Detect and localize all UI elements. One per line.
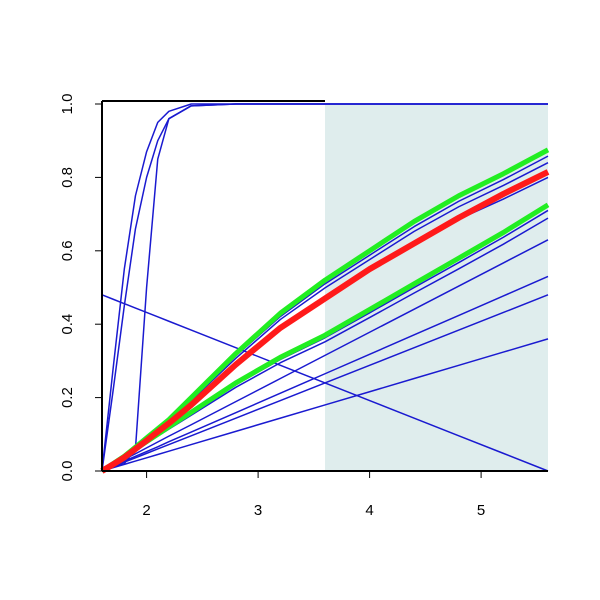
y-tick-label: 0.4 (59, 314, 76, 335)
line-series (100, 169, 550, 474)
y-tick-label: 0.6 (59, 240, 76, 261)
line-series (101, 294, 549, 472)
x-tick-label: 4 (365, 502, 373, 519)
y-tick-label: 0.2 (59, 387, 76, 408)
x-tick-label: 5 (477, 502, 485, 519)
y-tick-label: 1.0 (59, 94, 76, 115)
line-series (101, 275, 549, 472)
y-tick-label: 0.0 (59, 461, 76, 482)
line-series (101, 338, 549, 472)
y-tick-label: 0.8 (59, 167, 76, 188)
x-tick-label: 3 (254, 502, 262, 519)
shaded-region (325, 104, 548, 471)
x-tick-label: 2 (142, 502, 150, 519)
line-series (101, 294, 549, 472)
